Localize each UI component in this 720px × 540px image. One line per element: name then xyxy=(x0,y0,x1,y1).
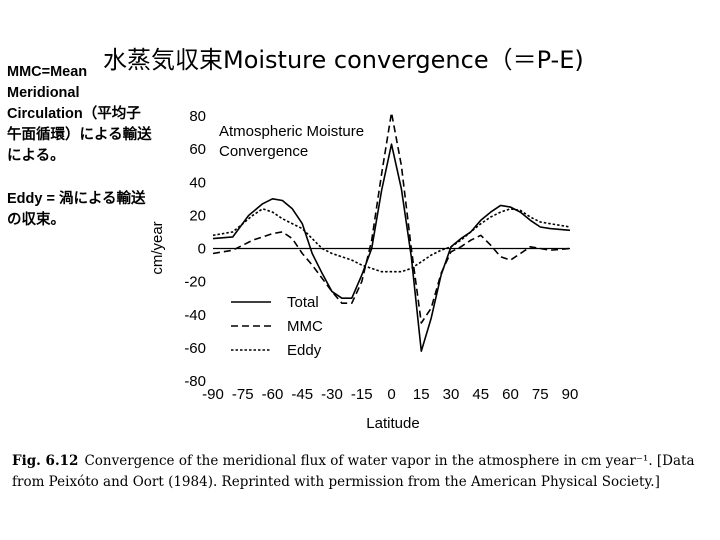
x-axis-label: Latitude xyxy=(366,415,419,432)
legend-label-mmc: MMC xyxy=(287,318,323,335)
series-line-eddy xyxy=(212,208,571,273)
note-mmc: MMC=Mean Meridional Circulation（平均子 午面循環… xyxy=(7,64,152,164)
x-tick-label: -60 xyxy=(262,386,284,403)
x-tick-label: -30 xyxy=(321,386,343,403)
series-line-mmc xyxy=(212,111,571,324)
series-lines xyxy=(212,111,571,353)
chart-title-line1: Atmospheric Moisture xyxy=(219,123,364,140)
y-tick-label: 40 xyxy=(189,174,206,191)
legend-label-eddy: Eddy xyxy=(287,342,322,359)
x-tick-label: -45 xyxy=(291,386,313,403)
x-tick-label: -75 xyxy=(232,386,254,403)
x-tick-label: 45 xyxy=(472,386,489,403)
y-tick-labels: 80 60 40 20 0 -20 -40 -60 -80 xyxy=(184,108,206,390)
x-tick-label: 0 xyxy=(387,386,395,403)
x-tick-label: 60 xyxy=(502,386,519,403)
legend: Total MMC Eddy xyxy=(231,294,323,359)
y-tick-label: 20 xyxy=(189,207,206,224)
y-tick-label: -40 xyxy=(184,307,206,324)
notes: MMC=Mean Meridional Circulation（平均子 午面循環… xyxy=(7,62,152,231)
x-tick-labels: -90 -75 -60 -45 -30 -15 0 15 30 45 60 75 90 xyxy=(202,386,578,403)
x-tick-label: 30 xyxy=(443,386,460,403)
x-tick-label: -15 xyxy=(351,386,373,403)
y-tick-label: 60 xyxy=(189,141,206,158)
note-eddy: Eddy = 渦による輸送 の収束。 xyxy=(7,191,146,228)
x-tick-label: -90 xyxy=(202,386,224,403)
y-tick-label: 0 xyxy=(198,241,206,258)
y-axis-label: cm/year xyxy=(149,221,166,274)
chart-title-line2: Convergence xyxy=(219,143,308,160)
legend-label-total: Total xyxy=(287,294,319,311)
caption-text: Convergence of the meridional flux of wa… xyxy=(12,453,695,490)
x-tick-label: 15 xyxy=(413,386,430,403)
moisture-convergence-chart: Atmospheric Moisture Convergence 80 60 40 2… xyxy=(149,108,578,432)
y-tick-label: 80 xyxy=(189,108,206,125)
y-tick-label: -80 xyxy=(184,373,206,390)
y-tick-label: -60 xyxy=(184,340,206,357)
figure-label: Fig. 6.12 xyxy=(12,453,79,469)
slide-title: 水蒸気収束Moisture convergence（＝P-E) xyxy=(103,46,584,74)
figure-caption: Fig. 6.12 Convergence of the meridional f… xyxy=(12,451,717,493)
x-tick-label: 75 xyxy=(532,386,549,403)
x-tick-label: 90 xyxy=(562,386,579,403)
series-line-total xyxy=(212,143,571,353)
y-tick-label: -20 xyxy=(184,274,206,291)
